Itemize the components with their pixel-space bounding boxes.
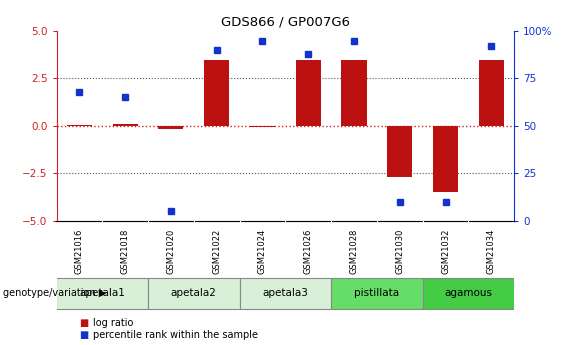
Text: apetala2: apetala2 [171,288,217,298]
Text: GSM21028: GSM21028 [350,229,358,275]
Bar [148,278,240,309]
Text: ■: ■ [79,330,88,339]
Bar [56,278,148,309]
Text: GSM21024: GSM21024 [258,229,267,274]
Text: log ratio: log ratio [93,318,133,327]
Bar [387,126,412,177]
Bar [158,126,184,129]
Text: agamous: agamous [445,288,492,298]
Bar [295,59,321,126]
Bar [479,59,504,126]
Text: GSM21026: GSM21026 [304,229,312,275]
Bar [240,278,331,309]
Bar [331,278,423,309]
Text: GSM21020: GSM21020 [167,229,175,274]
Text: GSM21030: GSM21030 [396,229,404,275]
Text: GSM21016: GSM21016 [75,229,84,275]
Bar [112,124,138,126]
Bar [204,59,229,126]
Bar [250,126,275,127]
Text: percentile rank within the sample: percentile rank within the sample [93,330,258,339]
Bar [67,125,92,126]
Text: GSM21018: GSM21018 [121,229,129,275]
Bar [341,59,367,126]
Text: GSM21032: GSM21032 [441,229,450,275]
Text: apetala3: apetala3 [262,288,308,298]
Text: ■: ■ [79,318,88,327]
Text: genotype/variation ▶: genotype/variation ▶ [3,288,106,298]
Text: GSM21022: GSM21022 [212,229,221,274]
Title: GDS866 / GP007G6: GDS866 / GP007G6 [221,16,350,29]
Text: pistillata: pistillata [354,288,399,298]
Bar [423,278,514,309]
Text: apetala1: apetala1 [79,288,125,298]
Text: GSM21034: GSM21034 [487,229,496,275]
Bar [433,126,458,193]
